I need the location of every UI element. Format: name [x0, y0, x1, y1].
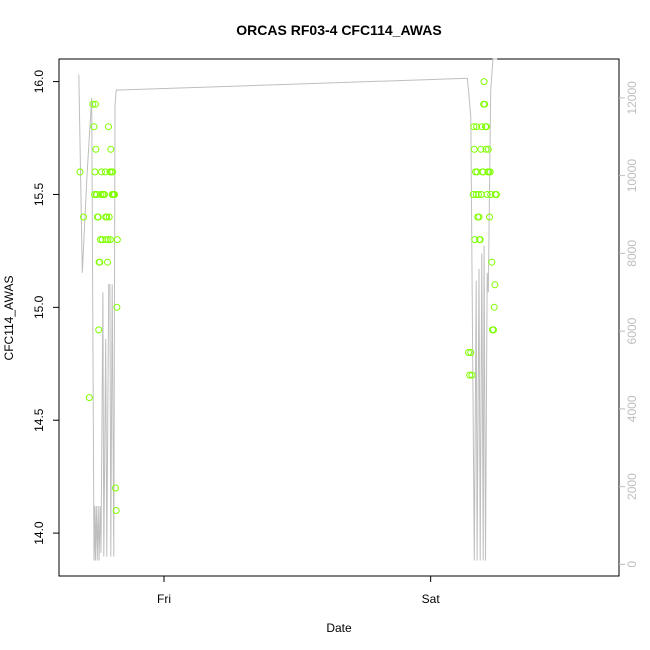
y-tick-label: 15.5 [32, 182, 46, 206]
data-point [472, 191, 480, 198]
data-point [89, 100, 97, 108]
data-point [476, 236, 484, 244]
data-point [111, 191, 118, 198]
data-point [467, 349, 475, 356]
y2-tick-label: 8000 [625, 240, 639, 267]
data-point [107, 145, 115, 153]
data-point [94, 213, 102, 221]
data-point [473, 123, 481, 131]
y-axis-label: CFC114_AWAS [2, 276, 16, 361]
data-point [484, 145, 492, 153]
data-point [466, 371, 474, 379]
data-point [493, 191, 500, 198]
y2-tick-label: 4000 [625, 395, 639, 422]
data-point [76, 168, 84, 176]
data-point [488, 258, 496, 266]
y-tick-label: 14.5 [32, 408, 46, 432]
data-point [482, 145, 490, 153]
data-point [478, 123, 486, 131]
data-point [85, 394, 93, 402]
altitude-line [78, 58, 498, 561]
data-point [80, 213, 87, 221]
data-point [483, 191, 491, 198]
data-point [90, 123, 98, 131]
x-tick-label: Sat [422, 592, 441, 606]
data-point [98, 168, 105, 176]
data-point [481, 100, 489, 108]
data-point [490, 303, 498, 311]
data-point [113, 303, 121, 311]
data-point [469, 191, 477, 198]
data-point [471, 236, 479, 244]
plot-frame [58, 58, 620, 577]
y2-tick-label: 0 [625, 561, 639, 568]
data-point [486, 168, 494, 176]
data-point [477, 145, 485, 153]
data-point [102, 236, 110, 244]
y-tick-label: 15.0 [32, 295, 46, 319]
data-point [490, 326, 497, 334]
data-point [104, 258, 111, 266]
data-point [112, 507, 120, 514]
y-axis-left: 14.0 14.5 15.0 15.5 16.0 [32, 70, 59, 545]
chart-title: ORCAS RF03-4 CFC114_AWAS [236, 22, 441, 38]
data-point [475, 191, 482, 198]
y-tick-label: 16.0 [32, 70, 46, 94]
y2-tick-label: 6000 [625, 317, 639, 344]
data-point [95, 326, 103, 334]
data-point [105, 123, 112, 131]
data-point [91, 168, 99, 176]
y2-tick-label: 10000 [625, 159, 639, 193]
altitude-layer [78, 58, 498, 561]
data-point [112, 484, 119, 492]
y-axis-right: 0 2000 4000 6000 8000 10000 12000 [619, 81, 639, 568]
data-point [96, 258, 104, 266]
x-axis: Fri Sat [157, 576, 440, 606]
data-point [97, 191, 105, 198]
x-axis-label: Date [326, 621, 352, 635]
data-point [109, 168, 117, 176]
data-point [470, 123, 478, 131]
y-tick-label: 14.0 [32, 521, 46, 545]
data-point [465, 349, 472, 356]
data-point [103, 213, 111, 221]
data-point [92, 145, 100, 153]
data-point [491, 281, 499, 289]
data-point [483, 123, 490, 131]
y2-tick-label: 12000 [625, 81, 639, 115]
data-point [101, 191, 108, 198]
data-point [113, 236, 121, 244]
data-point [106, 236, 114, 244]
points-layer [76, 78, 500, 514]
data-point [105, 213, 113, 221]
data-point [470, 145, 478, 153]
data-point [91, 100, 99, 108]
data-point [480, 78, 488, 86]
y2-tick-label: 2000 [625, 473, 639, 500]
data-point [104, 236, 112, 244]
data-point [475, 213, 483, 221]
data-point [468, 371, 476, 379]
x-tick-label: Fri [157, 592, 171, 606]
data-point [486, 213, 493, 221]
